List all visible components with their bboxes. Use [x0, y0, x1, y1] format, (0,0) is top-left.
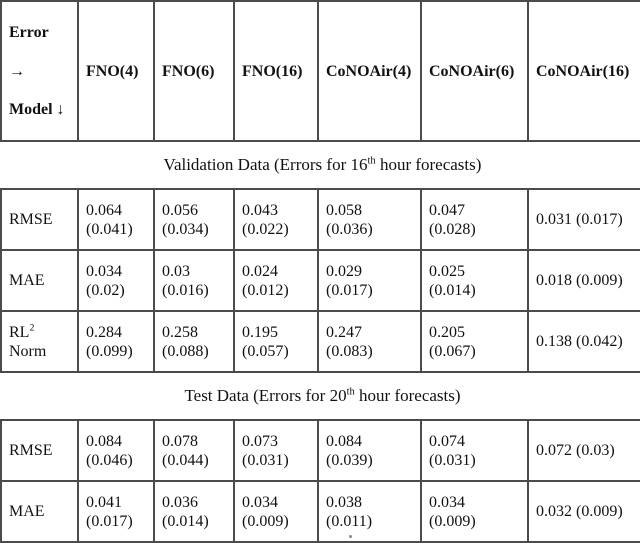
- metric-cell: 0.084 (0.039): [317, 419, 422, 483]
- row-label-rl2-norm: RL2 Norm: [0, 310, 79, 374]
- metric-cell: 0.024 (0.012): [233, 249, 319, 313]
- metric-cell: 0.058 (0.036): [317, 188, 422, 252]
- test-title-prefix: Test Data (Errors for 20: [184, 386, 347, 406]
- metric-cell: 0.084 (0.046): [77, 419, 155, 483]
- metric-cell: 0.038 (0.011): [317, 480, 422, 543]
- test-section-title: Test Data (Errors for 20th hour forecast…: [1, 371, 640, 422]
- metric-cell: 0.258 (0.088): [153, 310, 235, 374]
- metric-cell: 0.064 (0.041): [77, 188, 155, 252]
- rl2-label-line2: Norm: [9, 342, 47, 360]
- validation-section-row: Validation Data (Errors for 16th hour fo…: [1, 140, 640, 191]
- table-header-row: Error → Model ↓ FNO(4) FNO(6) FNO(16) Co…: [0, 0, 640, 143]
- metric-cell: 0.034 (0.02): [77, 249, 155, 313]
- metric-cell: 0.025 (0.014): [420, 249, 529, 313]
- cropped-caption-mark: [349, 535, 352, 538]
- column-header-conoair4: CoNOAir(4): [317, 0, 422, 143]
- metric-cell: 0.034 (0.009): [420, 480, 529, 543]
- metric-cell: 0.034 (0.009): [233, 480, 319, 543]
- test-section-row: Test Data (Errors for 20th hour forecast…: [1, 371, 640, 422]
- column-header-conoair16: CoNOAir(16): [527, 0, 640, 143]
- metric-cell: 0.043 (0.022): [233, 188, 319, 252]
- metric-cell: 0.047 (0.028): [420, 188, 529, 252]
- metric-cell: 0.031 (0.017): [527, 188, 640, 252]
- validation-section-title: Validation Data (Errors for 16th hour fo…: [1, 140, 640, 191]
- row-label-mae: MAE: [0, 249, 79, 313]
- metric-cell: 0.032 (0.009): [527, 480, 640, 543]
- table-row-validation-mae: MAE 0.034 (0.02) 0.03 (0.016) 0.024 (0.0…: [0, 249, 640, 313]
- metric-cell: 0.138 (0.042): [527, 310, 640, 374]
- validation-title-prefix: Validation Data (Errors for 16: [163, 155, 368, 175]
- table-row-validation-rmse: RMSE 0.064 (0.041) 0.056 (0.034) 0.043 (…: [0, 188, 640, 252]
- metric-cell: 0.195 (0.057): [233, 310, 319, 374]
- metric-cell: 0.041 (0.017): [77, 480, 155, 543]
- right-arrow-icon: →: [9, 62, 25, 80]
- rl2-label-base: RL: [9, 323, 30, 341]
- row-label-rmse: RMSE: [0, 419, 79, 483]
- metric-cell: 0.073 (0.031): [233, 419, 319, 483]
- corner-header-error-model: Error → Model ↓: [0, 0, 79, 143]
- column-header-fno16: FNO(16): [233, 0, 319, 143]
- test-title-suffix: hour forecasts): [354, 386, 461, 406]
- table-row-test-rmse: RMSE 0.084 (0.046) 0.078 (0.044) 0.073 (…: [0, 419, 640, 483]
- table-row-test-mae: MAE 0.041 (0.017) 0.036 (0.014) 0.034 (0…: [0, 480, 640, 543]
- validation-title-suffix: hour forecasts): [375, 155, 482, 175]
- row-label-mae: MAE: [0, 480, 79, 543]
- rl2-label-superscript: 2: [29, 322, 35, 334]
- metric-cell: 0.205 (0.067): [420, 310, 529, 374]
- metric-cell: 0.284 (0.099): [77, 310, 155, 374]
- table-row-validation-rl2norm: RL2 Norm 0.284 (0.099) 0.258 (0.088) 0.19…: [0, 310, 640, 374]
- column-header-fno6: FNO(6): [153, 0, 235, 143]
- test-title-superscript: th: [346, 386, 355, 398]
- column-header-conoair6: CoNOAir(6): [420, 0, 529, 143]
- row-label-rmse: RMSE: [0, 188, 79, 252]
- column-header-fno4: FNO(4): [77, 0, 155, 143]
- metric-cell: 0.056 (0.034): [153, 188, 235, 252]
- metric-cell: 0.036 (0.014): [153, 480, 235, 543]
- corner-header-line3: Model ↓: [9, 100, 65, 118]
- metric-cell: 0.072 (0.03): [527, 419, 640, 483]
- metric-cell: 0.074 (0.031): [420, 419, 529, 483]
- corner-header-line1: Error: [9, 24, 49, 42]
- metric-cell: 0.247 (0.083): [317, 310, 422, 374]
- metric-cell: 0.029 (0.017): [317, 249, 422, 313]
- metric-cell: 0.03 (0.016): [153, 249, 235, 313]
- metric-cell: 0.018 (0.009): [527, 249, 640, 313]
- validation-title-superscript: th: [367, 155, 376, 167]
- metric-cell: 0.078 (0.044): [153, 419, 235, 483]
